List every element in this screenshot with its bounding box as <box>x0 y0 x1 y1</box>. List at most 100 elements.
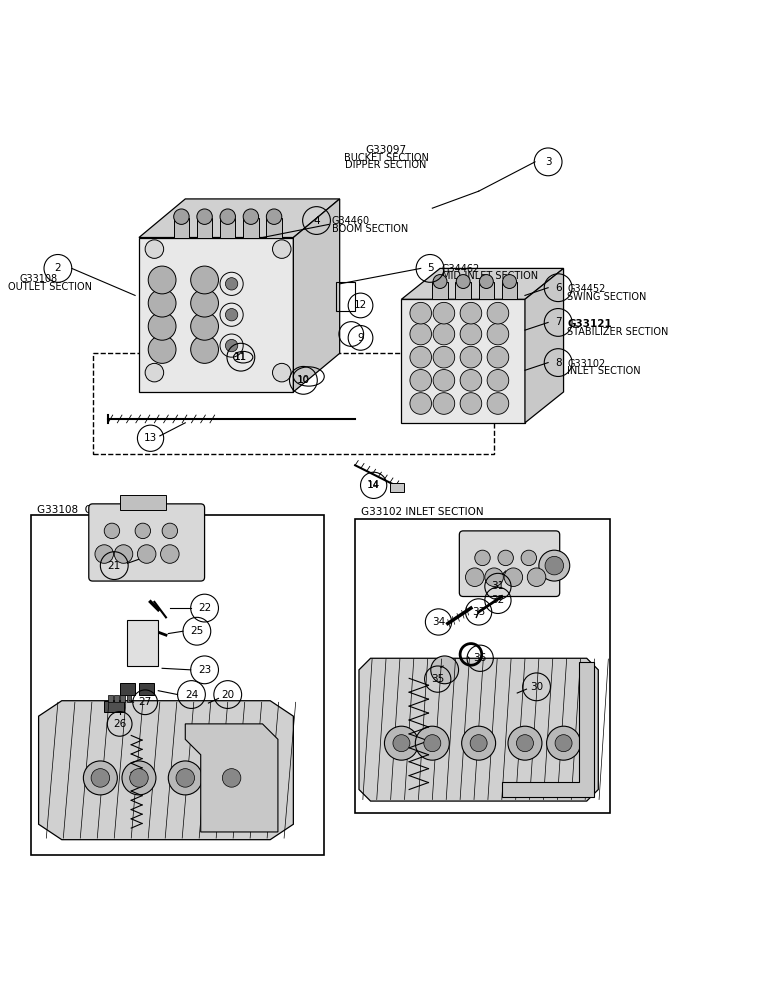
Circle shape <box>498 550 513 566</box>
Circle shape <box>487 346 509 368</box>
Circle shape <box>191 266 218 294</box>
Circle shape <box>462 726 496 760</box>
Circle shape <box>424 735 441 752</box>
Text: 33: 33 <box>472 607 486 617</box>
Circle shape <box>539 550 570 581</box>
Bar <box>220 218 235 238</box>
Circle shape <box>148 312 176 340</box>
Polygon shape <box>401 268 564 299</box>
Bar <box>432 282 448 299</box>
Circle shape <box>415 726 449 760</box>
Text: 6: 6 <box>555 283 561 293</box>
Text: 4: 4 <box>313 216 320 226</box>
Polygon shape <box>359 658 598 801</box>
Circle shape <box>521 550 537 566</box>
Bar <box>390 483 404 492</box>
Circle shape <box>161 545 179 563</box>
Text: 11: 11 <box>234 352 248 362</box>
Circle shape <box>433 275 447 288</box>
Circle shape <box>527 568 546 586</box>
Circle shape <box>137 545 156 563</box>
Circle shape <box>197 209 212 224</box>
Text: G34460: G34460 <box>332 216 370 226</box>
Circle shape <box>555 735 572 752</box>
Circle shape <box>410 323 432 345</box>
Circle shape <box>487 370 509 391</box>
Text: 21: 21 <box>107 561 121 571</box>
Text: G34452: G34452 <box>567 284 606 294</box>
Bar <box>139 683 154 695</box>
Circle shape <box>220 209 235 224</box>
Circle shape <box>433 370 455 391</box>
Circle shape <box>475 550 490 566</box>
Circle shape <box>485 568 503 586</box>
Circle shape <box>433 393 455 414</box>
Circle shape <box>145 240 164 258</box>
Circle shape <box>122 761 156 795</box>
Bar <box>104 701 124 712</box>
Bar <box>31 515 324 855</box>
Text: G33121: G33121 <box>567 319 612 329</box>
Circle shape <box>114 545 133 563</box>
Bar <box>120 495 166 510</box>
Bar <box>108 695 113 702</box>
Circle shape <box>466 568 484 586</box>
Circle shape <box>174 209 189 224</box>
Text: 32: 32 <box>491 595 505 605</box>
Text: G33108  OUTLET SECTION: G33108 OUTLET SECTION <box>37 505 174 515</box>
Circle shape <box>266 209 282 224</box>
Circle shape <box>460 393 482 414</box>
Circle shape <box>148 336 176 363</box>
Circle shape <box>191 312 218 340</box>
Circle shape <box>410 302 432 324</box>
Text: BUCKET SECTION: BUCKET SECTION <box>344 153 428 163</box>
Circle shape <box>191 289 218 317</box>
Polygon shape <box>185 724 278 832</box>
Circle shape <box>135 523 151 539</box>
FancyBboxPatch shape <box>89 504 205 581</box>
Circle shape <box>95 545 113 563</box>
Text: G33102: G33102 <box>567 359 606 369</box>
Circle shape <box>215 761 249 795</box>
Circle shape <box>273 240 291 258</box>
Text: 10: 10 <box>298 376 309 385</box>
Text: 8: 8 <box>555 358 561 368</box>
Polygon shape <box>39 701 293 840</box>
Circle shape <box>130 769 148 787</box>
Bar <box>197 218 212 238</box>
Circle shape <box>503 275 516 288</box>
Text: 14: 14 <box>368 481 379 490</box>
Text: 11: 11 <box>235 353 246 362</box>
Text: 26: 26 <box>113 719 127 729</box>
Circle shape <box>487 393 509 414</box>
Circle shape <box>460 370 482 391</box>
Polygon shape <box>401 299 525 423</box>
Circle shape <box>487 302 509 324</box>
Text: 20: 20 <box>221 690 235 700</box>
FancyBboxPatch shape <box>459 531 560 596</box>
Text: 34: 34 <box>432 617 445 627</box>
Bar <box>93 353 494 454</box>
Bar <box>127 620 158 666</box>
Circle shape <box>460 346 482 368</box>
Circle shape <box>273 363 291 382</box>
Circle shape <box>433 302 455 324</box>
Circle shape <box>479 275 493 288</box>
Circle shape <box>504 568 523 586</box>
Circle shape <box>410 393 432 414</box>
Circle shape <box>410 346 432 368</box>
Circle shape <box>433 323 455 345</box>
Circle shape <box>545 556 564 575</box>
Circle shape <box>508 726 542 760</box>
Text: 27: 27 <box>138 697 152 707</box>
Circle shape <box>460 323 482 345</box>
Text: 23: 23 <box>198 665 212 675</box>
Text: 14: 14 <box>367 480 381 490</box>
Polygon shape <box>502 662 594 797</box>
Circle shape <box>168 761 202 795</box>
Circle shape <box>104 523 120 539</box>
Text: 25: 25 <box>190 626 204 636</box>
Text: 10: 10 <box>296 375 310 385</box>
Circle shape <box>516 735 533 752</box>
Circle shape <box>191 336 218 363</box>
